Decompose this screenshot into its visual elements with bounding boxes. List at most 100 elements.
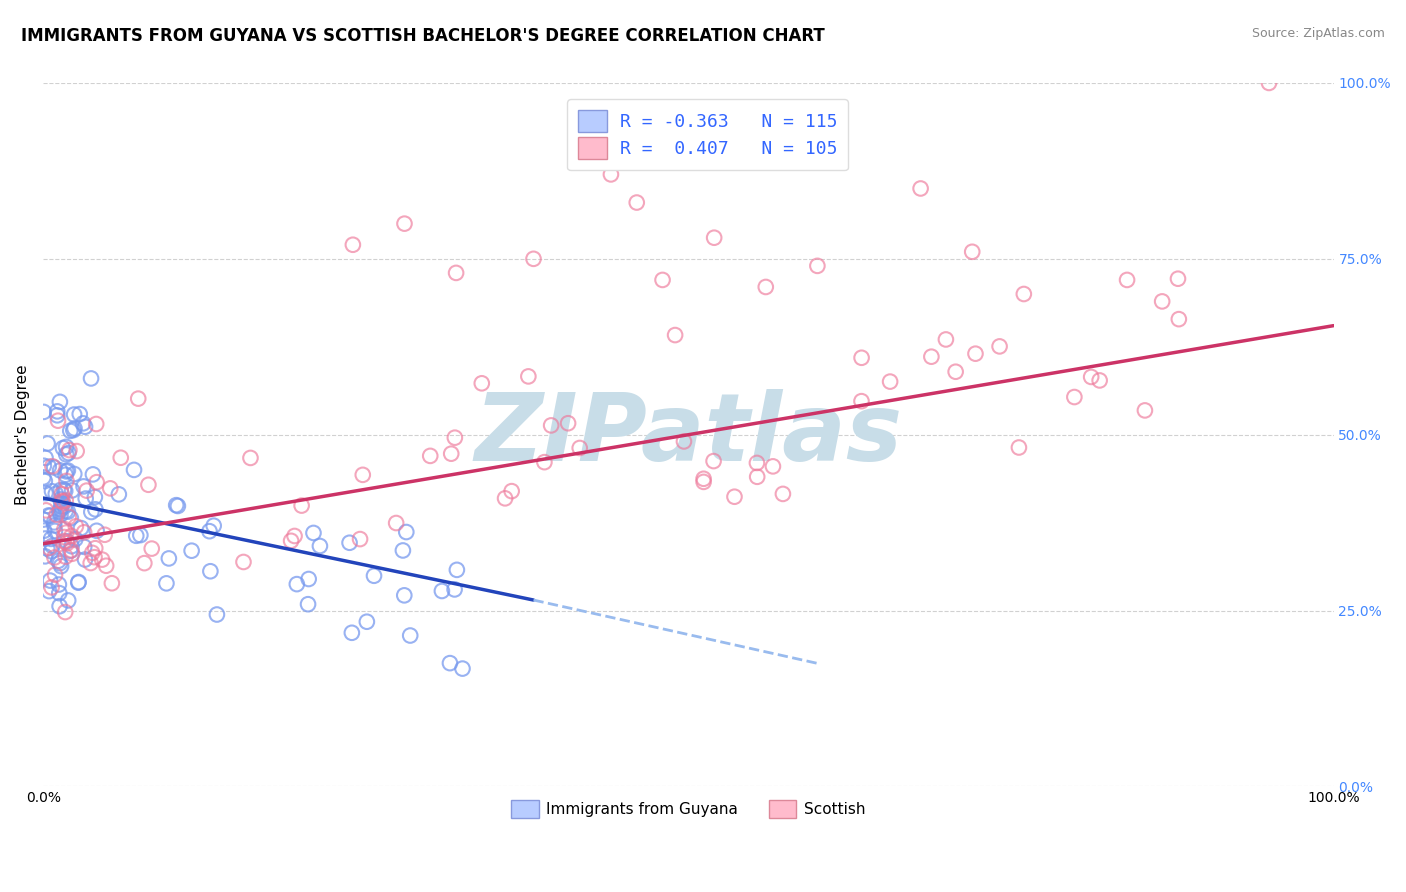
- Point: [910, 181, 932, 195]
- Point: [439, 656, 461, 670]
- Point: [960, 244, 983, 259]
- Point: [1258, 76, 1281, 90]
- Point: [84, 417, 107, 431]
- Point: [60, 529, 83, 543]
- Point: [98, 481, 121, 495]
- Point: [83, 490, 105, 504]
- Point: [58, 510, 80, 524]
- Point: [703, 454, 725, 468]
- Point: [48, 554, 70, 568]
- Point: [44, 460, 66, 475]
- Point: [1008, 441, 1031, 455]
- Point: [392, 543, 415, 558]
- Point: [125, 529, 148, 543]
- Point: [59, 424, 82, 438]
- Point: [55, 504, 77, 518]
- Point: [58, 443, 80, 458]
- Point: [651, 273, 673, 287]
- Point: [60, 547, 83, 561]
- Point: [134, 556, 156, 570]
- Point: [32, 458, 55, 473]
- Point: [1063, 390, 1085, 404]
- Point: [73, 525, 96, 540]
- Point: [32, 512, 55, 526]
- Point: [52, 495, 75, 509]
- Point: [45, 508, 67, 522]
- Point: [340, 625, 363, 640]
- Point: [51, 494, 73, 508]
- Text: IMMIGRANTS FROM GUYANA VS SCOTTISH BACHELOR'S DEGREE CORRELATION CHART: IMMIGRANTS FROM GUYANA VS SCOTTISH BACHE…: [21, 27, 825, 45]
- Point: [349, 532, 371, 546]
- Point: [32, 524, 55, 538]
- Point: [772, 487, 794, 501]
- Point: [76, 483, 98, 498]
- Point: [65, 519, 87, 533]
- Point: [44, 524, 66, 538]
- Point: [59, 511, 82, 525]
- Point: [41, 580, 63, 594]
- Point: [394, 217, 416, 231]
- Point: [56, 534, 79, 549]
- Point: [342, 237, 364, 252]
- Point: [34, 450, 56, 465]
- Point: [45, 487, 67, 501]
- Point: [58, 446, 80, 460]
- Point: [108, 487, 131, 501]
- Point: [56, 536, 79, 550]
- Point: [55, 464, 77, 478]
- Point: [806, 259, 828, 273]
- Point: [82, 467, 104, 482]
- Point: [127, 392, 149, 406]
- Point: [56, 505, 79, 519]
- Point: [55, 493, 77, 508]
- Point: [82, 546, 104, 560]
- Point: [48, 577, 70, 591]
- Point: [48, 599, 70, 614]
- Point: [723, 490, 745, 504]
- Point: [72, 479, 94, 493]
- Point: [522, 252, 544, 266]
- Point: [232, 555, 254, 569]
- Point: [440, 447, 463, 461]
- Point: [557, 416, 579, 430]
- Point: [446, 563, 468, 577]
- Point: [35, 503, 58, 517]
- Point: [86, 524, 108, 538]
- Point: [672, 434, 695, 449]
- Point: [42, 516, 65, 530]
- Point: [129, 528, 152, 542]
- Point: [34, 474, 56, 488]
- Point: [53, 605, 76, 619]
- Point: [49, 492, 72, 507]
- Point: [419, 449, 441, 463]
- Point: [66, 444, 89, 458]
- Point: [41, 484, 63, 499]
- Point: [291, 499, 314, 513]
- Point: [53, 483, 76, 498]
- Point: [49, 508, 72, 522]
- Point: [51, 500, 73, 514]
- Point: [540, 418, 562, 433]
- Point: [198, 524, 221, 539]
- Point: [202, 518, 225, 533]
- Y-axis label: Bachelor's Degree: Bachelor's Degree: [15, 365, 30, 505]
- Point: [37, 541, 59, 556]
- Point: [41, 544, 63, 558]
- Point: [703, 230, 725, 244]
- Point: [86, 475, 108, 490]
- Point: [879, 375, 901, 389]
- Point: [75, 491, 97, 506]
- Point: [60, 543, 83, 558]
- Point: [39, 574, 62, 588]
- Point: [49, 502, 72, 516]
- Point: [138, 477, 160, 491]
- Point: [851, 394, 873, 409]
- Point: [72, 417, 94, 431]
- Point: [568, 441, 591, 455]
- Point: [80, 556, 103, 570]
- Point: [1080, 370, 1102, 384]
- Point: [200, 564, 222, 578]
- Point: [69, 407, 91, 421]
- Point: [352, 467, 374, 482]
- Point: [53, 530, 76, 544]
